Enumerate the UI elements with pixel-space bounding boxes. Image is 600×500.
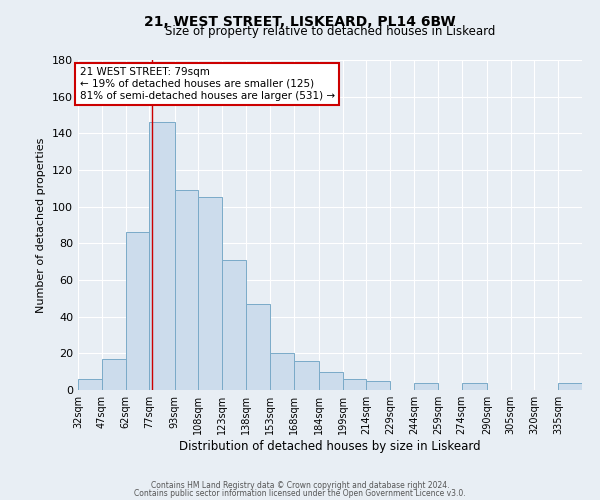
Bar [270, 354, 293, 390]
Bar [319, 372, 343, 390]
Bar [558, 382, 582, 390]
Bar [102, 359, 125, 390]
X-axis label: Distribution of detached houses by size in Liskeard: Distribution of detached houses by size … [179, 440, 481, 453]
Y-axis label: Number of detached properties: Number of detached properties [37, 138, 46, 312]
Bar [293, 360, 319, 390]
Bar [149, 122, 175, 390]
Bar [461, 382, 487, 390]
Bar [199, 198, 222, 390]
Bar [414, 382, 438, 390]
Title: Size of property relative to detached houses in Liskeard: Size of property relative to detached ho… [165, 25, 495, 38]
Bar [175, 190, 199, 390]
Bar [343, 379, 367, 390]
Bar [78, 379, 102, 390]
Bar [246, 304, 270, 390]
Text: Contains HM Land Registry data © Crown copyright and database right 2024.: Contains HM Land Registry data © Crown c… [151, 481, 449, 490]
Bar [367, 381, 390, 390]
Bar [222, 260, 246, 390]
Text: 21 WEST STREET: 79sqm
← 19% of detached houses are smaller (125)
81% of semi-det: 21 WEST STREET: 79sqm ← 19% of detached … [80, 68, 335, 100]
Text: Contains public sector information licensed under the Open Government Licence v3: Contains public sector information licen… [134, 488, 466, 498]
Text: 21, WEST STREET, LISKEARD, PL14 6BW: 21, WEST STREET, LISKEARD, PL14 6BW [144, 15, 456, 29]
Bar [125, 232, 149, 390]
